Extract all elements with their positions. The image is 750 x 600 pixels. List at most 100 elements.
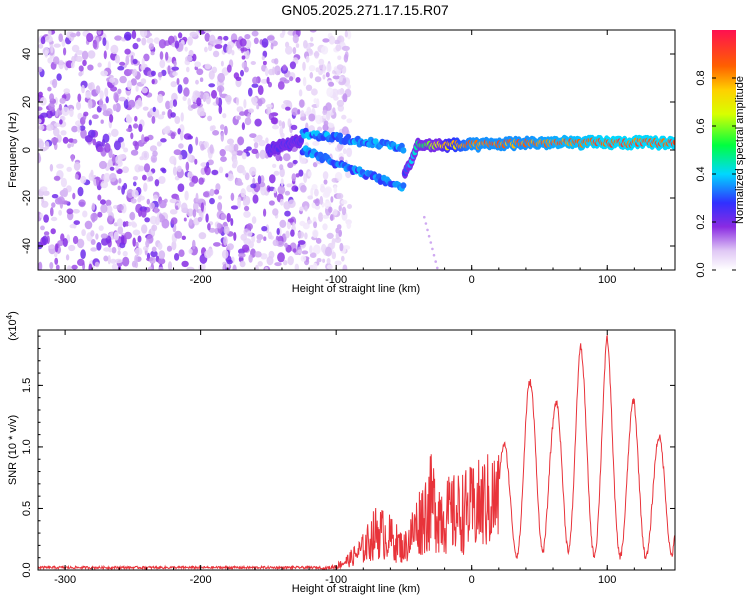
spectrogram-noise-blob xyxy=(140,64,146,71)
spectrogram-noise-blob xyxy=(341,45,350,52)
spectrogram-noise-blob xyxy=(241,152,247,160)
spectrogram-noise-blob xyxy=(242,169,247,176)
spectrogram-noise-blob xyxy=(176,165,182,173)
spectrogram-noise-blob xyxy=(157,71,163,78)
spectrogram-noise-blob xyxy=(252,76,259,85)
colorbar-tick-label: 0.6 xyxy=(695,118,707,133)
spectrogram-noise-blob xyxy=(40,36,46,45)
spectrogram-noise-blob xyxy=(294,186,299,192)
spectrogram-noise-blob xyxy=(149,145,158,152)
spectrogram-noise-blob xyxy=(137,235,142,243)
spectrogram-noise-blob xyxy=(177,84,183,94)
spectrogram-noise-blob xyxy=(61,39,66,47)
spectrogram-noise-blob xyxy=(223,35,229,41)
spectrogram-noise-blob xyxy=(68,244,76,252)
spectrogram-noise-blob xyxy=(316,258,322,263)
spectrogram-noise-blob xyxy=(102,110,111,117)
spectrogram-faint-streak xyxy=(423,215,426,219)
spectrogram-noise-blob xyxy=(209,144,214,154)
spectrogram-noise-blob xyxy=(284,210,291,217)
spectrogram-noise-blob xyxy=(326,264,333,270)
snr-x-ticks: -300 -200 -100 0 100 xyxy=(54,330,662,586)
spectrogram-noise-blob xyxy=(97,62,102,68)
spectrogram-noise-blob xyxy=(251,30,259,37)
spectrogram-noise-blob xyxy=(139,30,148,38)
spectrogram-noise-blob xyxy=(196,68,204,76)
spectrogram-noise-blob xyxy=(140,78,147,85)
spectrogram-noise-blob xyxy=(282,260,288,266)
spectrogram-noise-blob xyxy=(257,85,264,96)
spectrogram-noise-blob xyxy=(51,194,59,199)
chart-title: GN05.2025.271.17.15.R07 xyxy=(281,2,449,18)
spectrogram-noise-blob xyxy=(170,217,178,225)
spectrogram-noise-blob xyxy=(248,87,253,97)
spectrogram-noise-blob xyxy=(103,50,107,60)
spectrogram-noise-blob xyxy=(209,188,215,197)
spectrogram-noise-blob xyxy=(169,198,177,204)
spectrogram-noise-blob xyxy=(231,49,235,56)
spectrogram-noise-blob xyxy=(235,181,244,186)
spectrogram-noise-blob xyxy=(58,33,63,42)
spectrogram-noise-blob xyxy=(308,113,316,122)
spectrogram-noise-blob xyxy=(111,263,118,270)
spectrogram-noise-blob xyxy=(327,122,335,128)
spectrogram-noise-blob xyxy=(257,261,263,267)
spectrogram-noise-blob xyxy=(147,266,153,270)
spectrogram-noise-blob xyxy=(72,138,78,144)
spectrogram-noise-blob xyxy=(226,44,233,55)
spectrogram-noise-blob xyxy=(141,87,148,94)
spectrogram-noise-blob xyxy=(297,240,306,245)
spectrogram-noise-blob xyxy=(66,208,74,215)
spectrogram-noise-blob xyxy=(132,237,136,247)
spectrogram-noise-blob xyxy=(134,254,138,264)
spectrogram-noise-blob xyxy=(278,120,282,127)
spectrogram-noise-blob xyxy=(290,229,295,237)
spectrogram-noise-blob xyxy=(114,35,122,41)
spectrogram-noise-blob xyxy=(38,43,44,49)
spectrogram-noise-blob xyxy=(134,247,143,256)
spectrogram-noise-blob xyxy=(331,240,336,249)
spectrogram-noise-blob xyxy=(292,47,297,55)
spectrogram-noise-blob xyxy=(240,233,247,241)
spectrogram-noise-blob xyxy=(289,61,296,70)
spectrogram-noise-blob xyxy=(332,75,340,80)
spectrogram-noise-blob xyxy=(295,43,300,48)
spectrogram-y-ticks: -40 -20 0 20 40 xyxy=(21,48,675,254)
spectrogram-noise-blob xyxy=(117,88,122,95)
spectrogram-noise-blob xyxy=(61,106,70,117)
spectrogram-noise-blob xyxy=(217,195,223,200)
spectrogram-noise-blob xyxy=(325,102,332,111)
spectrogram-noise-blob xyxy=(322,123,329,132)
spectrogram-noise-blob xyxy=(39,186,48,192)
spectrogram-noise-blob xyxy=(48,244,55,249)
spectrogram-noise-blob xyxy=(158,176,166,184)
spectrogram-noise-blob xyxy=(265,224,270,234)
spectrogram-noise-blob xyxy=(251,96,258,104)
spectrogram-noise-blob xyxy=(300,255,307,262)
snr-x-tick-label: -200 xyxy=(190,574,212,586)
spectrogram-noise-blob xyxy=(258,139,266,147)
spectrogram-noise-blob xyxy=(198,177,204,185)
spectrogram-noise-blob xyxy=(50,43,54,54)
spectrogram-noise-blob xyxy=(187,171,193,178)
spectrogram-noise-blob xyxy=(98,225,104,232)
spectrogram-noise-blob xyxy=(150,51,155,56)
spectrogram-noise-blob xyxy=(176,78,180,85)
spectrogram-noise-blob xyxy=(141,134,145,144)
spectrogram-noise-blob xyxy=(46,124,54,131)
spectrogram-noise-blob xyxy=(308,65,316,72)
spectrogram-noise-blob xyxy=(268,200,275,206)
spectrogram-noise-blob xyxy=(315,237,322,244)
spectrogram-noise-blob xyxy=(299,206,304,212)
spectrogram-noise-blob xyxy=(322,109,328,115)
spectrogram-noise-blob xyxy=(100,199,106,205)
spectrogram-noise-blob xyxy=(187,152,192,162)
spectrogram-noise-blob xyxy=(114,54,120,64)
spectrogram-noise-blob xyxy=(248,254,253,263)
spectrogram-noise-blob xyxy=(183,217,187,222)
spectrogram-noise-blob xyxy=(187,98,191,107)
spectrogram-noise-blob xyxy=(323,179,328,185)
spectrogram-noise-blob xyxy=(315,114,323,125)
spectrogram-noise-blob xyxy=(42,190,50,196)
spectrogram-noise-blob xyxy=(277,252,285,263)
